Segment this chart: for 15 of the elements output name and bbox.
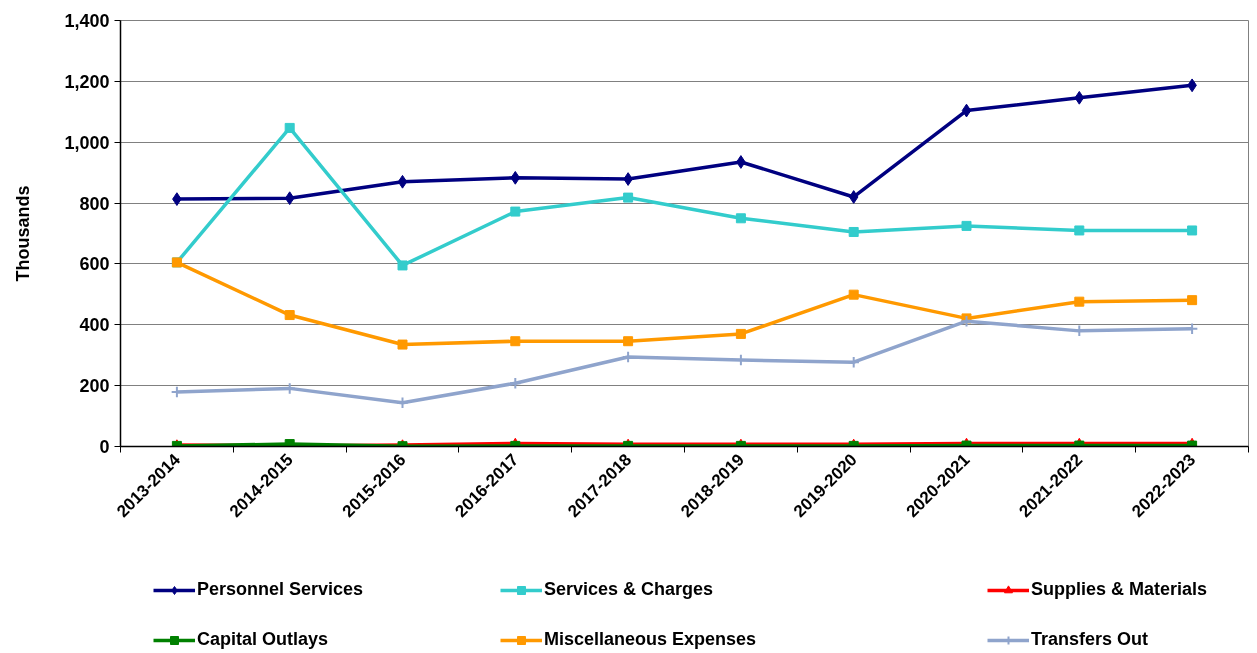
legend-label: Miscellaneous Expenses [544,629,757,650]
legend-label: Services & Charges [544,579,714,600]
legend-label: Transfers Out [1031,629,1149,650]
y-tick-label: 1,000 [64,132,110,153]
y-tick-label: 600 [79,254,110,275]
y-tick-label: 1,400 [64,11,110,31]
legend-label: Capital Outlays [197,629,329,650]
y-tick-label: 0 [99,437,110,457]
y-tick-label: 400 [79,315,110,336]
y-tick-label: 1,200 [64,71,110,92]
y-tick-label: 800 [79,193,110,214]
legend-label: Supplies & Materials [1031,579,1208,600]
y-tick-label: 200 [79,376,110,397]
y-axis-title: Thousands [13,185,34,282]
legend-label: Personnel Services [197,579,364,600]
